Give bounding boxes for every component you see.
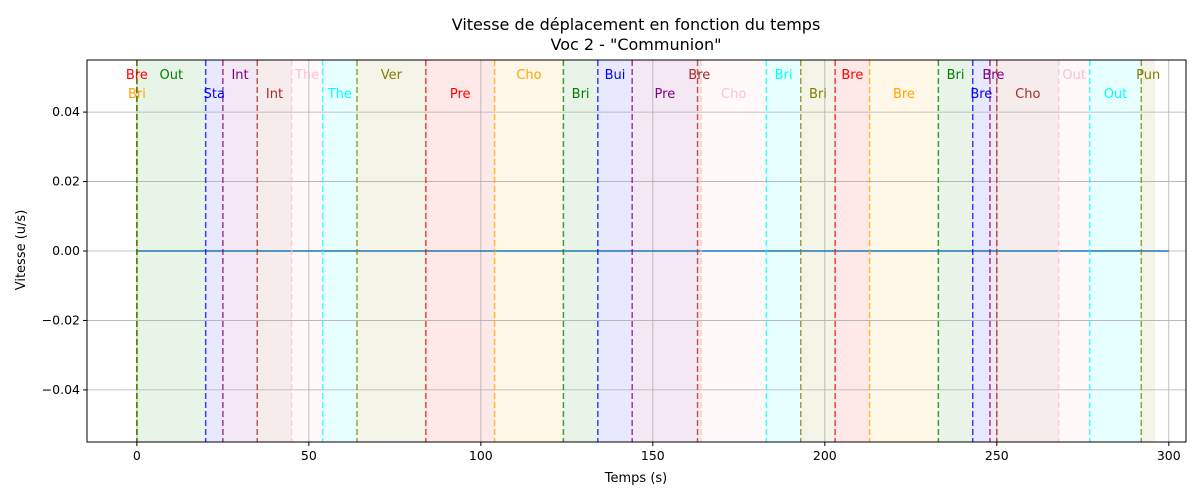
segment-boundaries: [136, 60, 1143, 442]
y-tick-label: 0.02: [52, 174, 80, 189]
x-tick-label: 200: [813, 448, 837, 463]
segment-label: Bre: [841, 68, 863, 83]
segment-label: Pun: [1136, 68, 1160, 83]
x-tick-label: 250: [985, 448, 1009, 463]
segment-label: Out: [1062, 68, 1086, 83]
x-tick-label: 50: [301, 448, 317, 463]
x-axis-ticks: 0 50 100 150 200 250 300: [133, 442, 1181, 463]
x-tick-label: 100: [469, 448, 493, 463]
chart-subtitle: Voc 2 - "Communion": [550, 35, 721, 54]
segment-label: Bre: [970, 87, 992, 102]
y-tick-label: −0.02: [42, 312, 80, 327]
y-tick-label: 0.04: [52, 104, 80, 119]
chart-title: Vitesse de déplacement en fonction du te…: [452, 15, 821, 34]
segment-label: Cho: [1015, 87, 1040, 102]
x-tick-label: 300: [1157, 448, 1181, 463]
segment-label: Bui: [605, 68, 626, 83]
segment-label: Sta: [204, 87, 225, 102]
segment-label: The: [294, 68, 319, 83]
segment-label: Bre: [893, 87, 915, 102]
segment-label: Bri: [572, 87, 590, 102]
segment-label: The: [327, 87, 352, 102]
segment-label: Out: [1104, 87, 1128, 102]
segment-label: Pre: [655, 87, 676, 102]
segment-label: Bri: [128, 87, 146, 102]
segment-label: Bri: [775, 68, 793, 83]
segment-label: Int: [266, 87, 283, 102]
y-axis-label: Vitesse (u/s): [14, 210, 29, 291]
segment-labels: Bre Bri Out Sta Int Int The The Ver Pre Cho Bri Bui P…: [126, 68, 1160, 102]
segment-label: Pre: [450, 87, 471, 102]
y-axis-ticks: 0.04 0.02 0.00 −0.02 −0.04: [42, 104, 87, 397]
segment-label: Out: [159, 68, 183, 83]
segment-label: Bre: [982, 68, 1004, 83]
y-tick-label: 0.00: [52, 243, 80, 258]
y-tick-label: −0.04: [42, 382, 80, 397]
segment-label: Ver: [381, 68, 403, 83]
segment-label: Bri: [947, 68, 965, 83]
x-tick-label: 150: [641, 448, 665, 463]
segment-label: Cho: [516, 68, 541, 83]
segment-label: Bri: [809, 87, 827, 102]
x-tick-label: 0: [133, 448, 141, 463]
x-axis-label: Temps (s): [604, 471, 667, 486]
segment-label: Int: [231, 68, 248, 83]
segment-label: Bre: [126, 68, 148, 83]
segment-label: Cho: [721, 87, 746, 102]
segment-label: Bre: [688, 68, 710, 83]
